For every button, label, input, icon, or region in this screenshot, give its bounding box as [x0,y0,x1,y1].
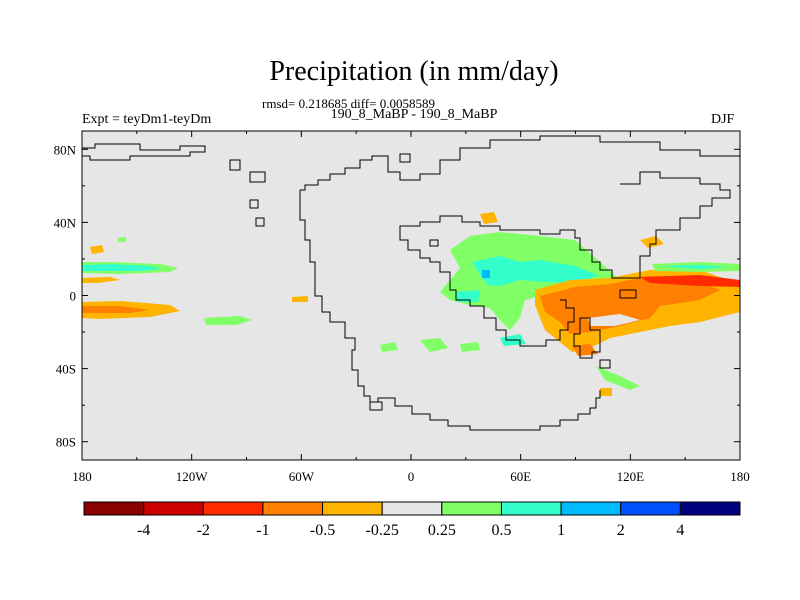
contour-shading [640,275,740,287]
contour-shading [588,314,640,326]
colorbar-swatch [560,501,622,516]
lon-tick-label: 180 [730,469,750,484]
lon-tick-label: 120W [176,469,209,484]
colorbar-label: -0.5 [310,522,335,539]
lon-tick-label: 60W [289,469,315,484]
colorbar: -4 -2 -1 -0.5 -0.25 0.25 0.5 1 2 4 [83,501,741,539]
colorbar-swatch [500,501,562,516]
lat-tick-label: 80N [54,142,77,157]
season-label: DJF [711,112,735,127]
contour-shading [380,342,398,352]
lat-tick-label: 40N [54,215,77,230]
lon-tick-label: 180 [72,469,92,484]
contour-shading [460,342,480,352]
colorbar-label: -4 [137,522,150,539]
contour-shading [480,212,498,224]
colorbar-label: -2 [197,522,210,539]
contour-shading [420,338,448,352]
lat-tick-label: 80S [56,435,76,450]
contour-shading [640,236,664,248]
contour-shading [482,270,490,278]
colorbar-label: 1 [557,522,565,539]
contour-shading [660,265,730,269]
contour-shading [455,290,480,302]
colorbar-swatch [83,501,145,516]
chart-title: Precipitation (in mm/day) [269,56,559,87]
lon-tick-label: 120E [617,469,645,484]
contour-shading [600,388,612,396]
longitude-axis: 180 120W 60W 0 60E 120E 180 [72,131,750,484]
lat-tick-label: 40S [56,362,76,377]
contour-shading [118,237,126,242]
contour-shading [82,277,120,283]
contour-shading [472,256,598,286]
latitude-axis: 80N 40N 0 40S 80S [54,142,740,450]
colorbar-swatch [262,501,324,516]
contour-shading [440,232,620,330]
colorbar-label: 4 [676,522,684,539]
contour-shading [82,306,150,313]
contour-shading [596,366,640,390]
lon-tick-label: 0 [408,469,415,484]
colorbar-label: 0.25 [428,522,456,539]
colorbar-swatch [143,501,204,516]
colorbar-swatch [381,501,443,516]
colorbar-swatch [679,501,741,516]
experiment-label: Expt = teyDm1-teyDm [82,112,212,127]
contour-shading [540,276,720,334]
colorbar-label: -1 [256,522,269,539]
contour-shading [292,296,308,302]
colorbar-label: 0.5 [491,522,511,539]
colorbar-label: 2 [617,522,625,539]
coastlines [82,135,740,431]
contour-shading [82,264,162,271]
lat-tick-label: 0 [70,289,77,304]
contour-shading [90,245,104,254]
colorbar-swatch [322,501,383,516]
lon-tick-label: 60E [510,469,531,484]
precipitation-anomaly-layer [82,212,740,396]
subtitle-text: 190_8_MaBP - 190_8_MaBP [330,107,498,122]
colorbar-swatch [441,501,502,516]
stats-text: rmsd= 0.218685 diff= 0.0058589 [262,96,435,111]
colorbar-label: -0.25 [366,522,399,539]
contour-shading [204,316,252,325]
colorbar-swatch [202,501,264,516]
colorbar-swatch [620,501,681,516]
